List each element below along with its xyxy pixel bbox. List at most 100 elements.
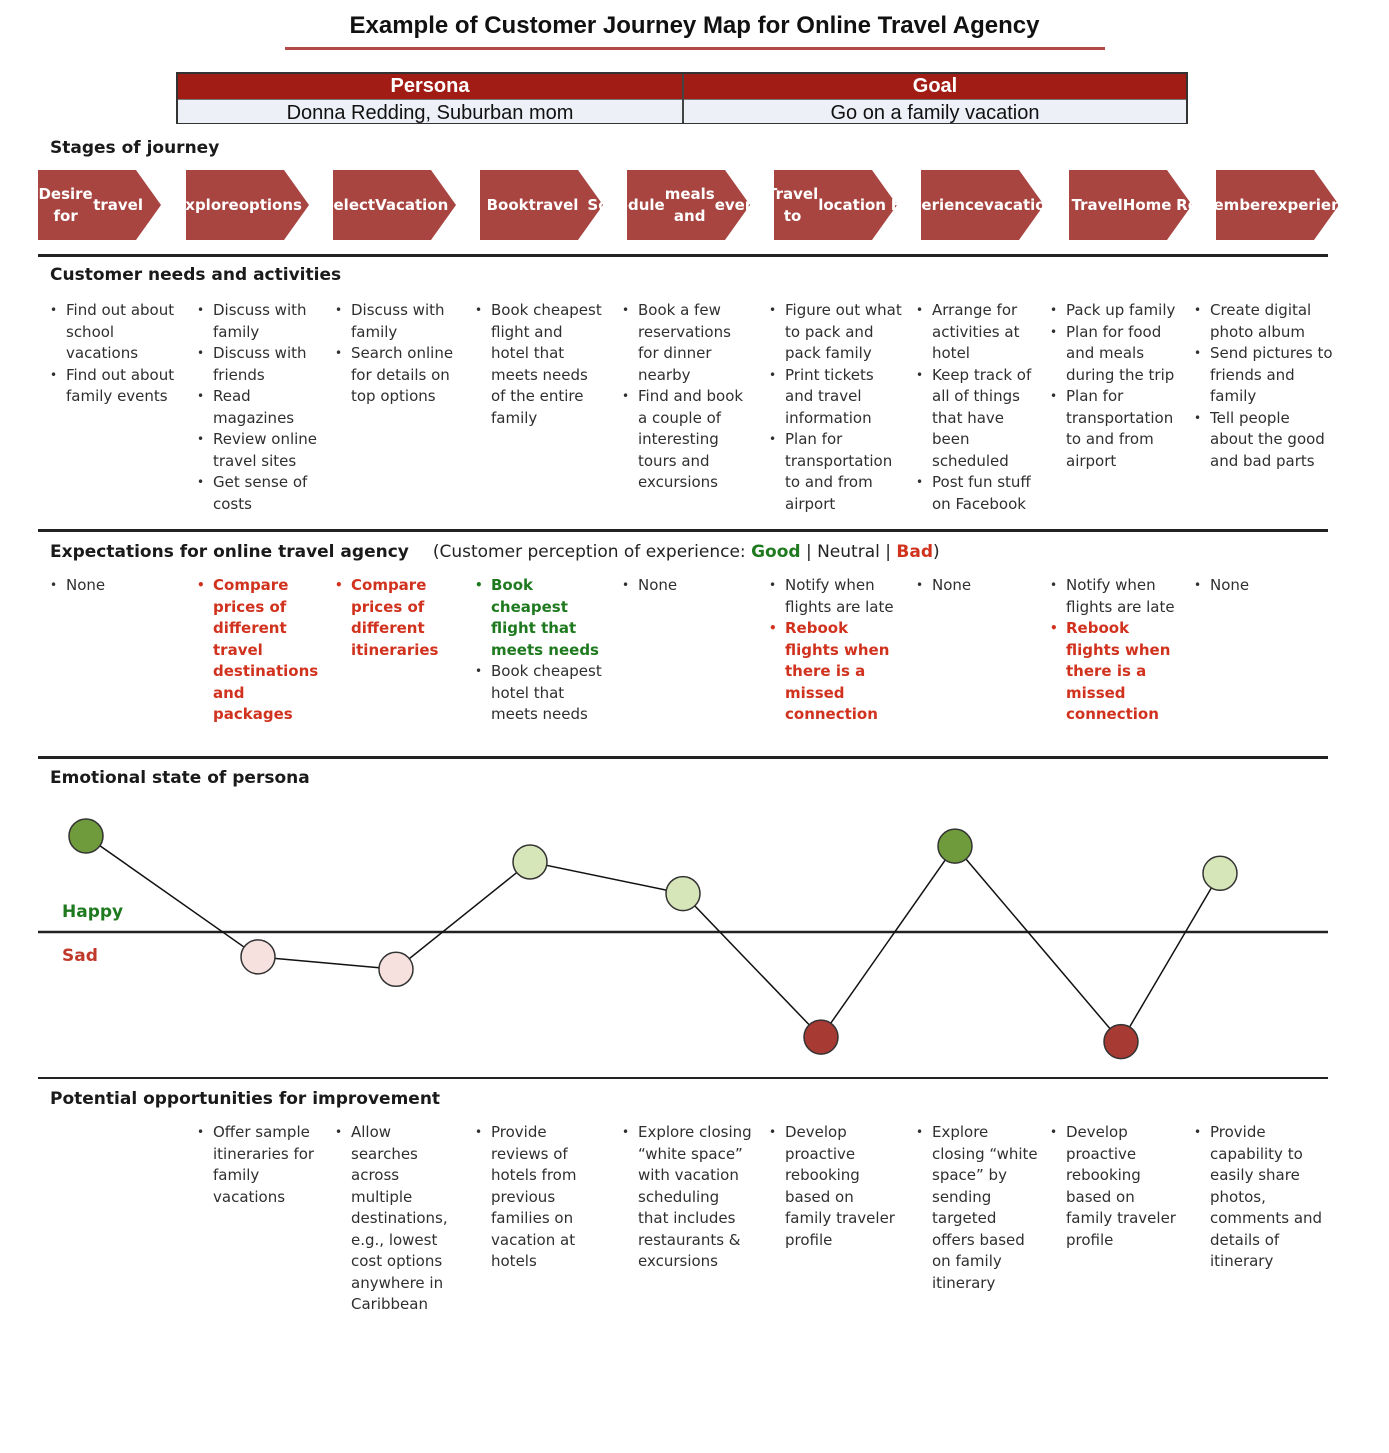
section-divider xyxy=(38,756,1328,759)
goal-column: Goal Go on a family vacation xyxy=(684,74,1186,124)
legend-prefix: (Customer perception of experience: xyxy=(432,542,746,562)
stage-label-line: Travel xyxy=(1071,196,1123,214)
stage-arrow: Travel Home xyxy=(1069,170,1192,240)
emotion-point xyxy=(378,951,414,988)
section-divider xyxy=(38,1077,1328,1079)
needs-column: Pack up familyPlan for food and meals du… xyxy=(1050,300,1180,472)
stage-label-line: Select xyxy=(322,196,376,214)
stage-label-line: options xyxy=(238,196,302,214)
legend-good: Good xyxy=(751,542,801,562)
persona-column: Persona Donna Redding, Suburban mom xyxy=(178,74,682,124)
list-item: Send pictures to friends and family xyxy=(1194,343,1334,408)
needs-column: Book cheapest flight and hotel that meet… xyxy=(475,300,605,429)
list-item: Book cheapest hotel that meets needs xyxy=(475,661,605,726)
needs-column: Create digital photo albumSend pictures … xyxy=(1194,300,1334,472)
emotion-point xyxy=(665,875,701,912)
list-item: None xyxy=(1194,575,1334,597)
emotion-point xyxy=(240,939,276,975)
stage-label-line: Schedule xyxy=(587,196,665,214)
legend-neutral: Neutral xyxy=(817,542,880,562)
stage-label-line: Travel to xyxy=(767,185,819,225)
stage-label: Remember experience xyxy=(1176,170,1361,240)
opportunities-column: Allow searches across multiple destinati… xyxy=(335,1122,460,1316)
needs-column: Find out about school vacationsFind out … xyxy=(50,300,190,408)
list-item: Print tickets and travel information xyxy=(769,365,904,430)
opportunities-column: Provide reviews of hotels from previous … xyxy=(475,1122,605,1273)
stage-label: Travel Home xyxy=(1069,170,1174,240)
expectations-column: None xyxy=(622,575,754,597)
page-title: Example of Customer Journey Map for Onli… xyxy=(349,12,1040,39)
needs-section-title: Customer needs and activities xyxy=(50,265,342,285)
stage-arrow: Schedule meals and events xyxy=(587,170,772,240)
persona-value: Donna Redding, Suburban mom xyxy=(178,99,682,124)
list-item: Discuss with family xyxy=(197,300,329,343)
list-item: Offer sample itineraries for family vaca… xyxy=(197,1122,329,1208)
list-item: Rebook flights when there is a missed co… xyxy=(1050,618,1180,726)
list-item: Book cheapest flight that meets needs xyxy=(475,575,605,661)
emotion-point xyxy=(803,1019,839,1055)
emotion-point xyxy=(1202,855,1238,891)
expectations-column: Notify when flights are lateRebook fligh… xyxy=(769,575,904,726)
needs-column: Discuss with familySearch online for det… xyxy=(335,300,460,408)
expectations-column: Book cheapest flight that meets needsBoo… xyxy=(475,575,605,726)
expectations-column: Compare prices of different travel desti… xyxy=(197,575,329,726)
list-item: Pack up family xyxy=(1050,300,1180,322)
list-item: Find out about family events xyxy=(50,365,190,408)
section-divider xyxy=(38,254,1328,257)
list-item: Plan for transportation to and from airp… xyxy=(1050,386,1180,472)
legend-separator: | xyxy=(885,542,891,562)
list-item: None xyxy=(916,575,1041,597)
list-item: Book a few reservations for dinner nearb… xyxy=(622,300,754,386)
legend-close: ) xyxy=(933,542,940,562)
stage-arrow: Experience vacation xyxy=(891,170,1057,240)
list-item: None xyxy=(622,575,754,597)
stage-label-line: travel xyxy=(528,196,579,214)
title-underline xyxy=(285,47,1105,50)
opportunities-column: Provide capability to easily share photo… xyxy=(1194,1122,1334,1273)
stage-arrow: Explore options xyxy=(175,170,309,240)
stage-arrow: Travel to location xyxy=(767,170,897,240)
stage-label-line: meals and xyxy=(664,185,715,225)
emotion-curve-line xyxy=(85,835,1221,1043)
stage-label-line: Explore xyxy=(175,196,239,214)
emotion-point xyxy=(937,828,973,864)
needs-column: Arrange for activities at hotelKeep trac… xyxy=(916,300,1041,515)
section-divider xyxy=(38,529,1328,532)
expectations-section-title: Expectations for online travel agency xyxy=(50,542,409,562)
list-item: Review online travel sites xyxy=(197,429,329,472)
list-item: Read magazines xyxy=(197,386,329,429)
expectations-column: None xyxy=(50,575,190,597)
stage-label-line: travel xyxy=(93,196,143,214)
stage-label-line: location xyxy=(818,196,886,214)
list-item: Compare prices of different itineraries xyxy=(335,575,460,661)
stage-label: Experience vacation xyxy=(891,170,1057,240)
sad-label: Sad xyxy=(62,946,98,966)
opportunities-column: Offer sample itineraries for family vaca… xyxy=(197,1122,329,1208)
stage-label-line: experience xyxy=(1267,196,1361,214)
persona-header: Persona xyxy=(178,74,682,99)
opportunities-column: Explore closing “white space” with vacat… xyxy=(622,1122,754,1273)
opportunities-section-title: Potential opportunities for improvement xyxy=(50,1089,441,1109)
list-item: Compare prices of different travel desti… xyxy=(197,575,329,726)
legend-bad: Bad xyxy=(896,542,933,562)
list-item: Plan for food and meals during the trip xyxy=(1050,322,1180,387)
list-item: Rebook flights when there is a missed co… xyxy=(769,618,904,726)
list-item: Discuss with friends xyxy=(197,343,329,386)
list-item: Develop proactive rebooking based on fam… xyxy=(769,1122,904,1251)
list-item: Plan for transportation to and from airp… xyxy=(769,429,904,515)
list-item: Notify when flights are late xyxy=(769,575,904,618)
list-item: Explore closing “white space” with vacat… xyxy=(622,1122,754,1273)
expectations-column: None xyxy=(916,575,1041,597)
stage-label-line: Experience xyxy=(890,196,985,214)
list-item: Create digital photo album xyxy=(1194,300,1334,343)
list-item: Explore closing “white space” by sending… xyxy=(916,1122,1041,1294)
list-item: Get sense of costs xyxy=(197,472,329,515)
opportunities-column: Explore closing “white space” by sending… xyxy=(916,1122,1041,1294)
expectations-header: Expectations for online travel agency (Cu… xyxy=(50,542,940,562)
emotion-point xyxy=(512,844,548,880)
list-item: Figure out what to pack and pack family xyxy=(769,300,904,365)
emotion-point xyxy=(68,818,104,854)
list-item: Find out about school vacations xyxy=(50,300,190,365)
stage-label: Explore options xyxy=(175,170,302,240)
table-divider xyxy=(682,74,684,122)
